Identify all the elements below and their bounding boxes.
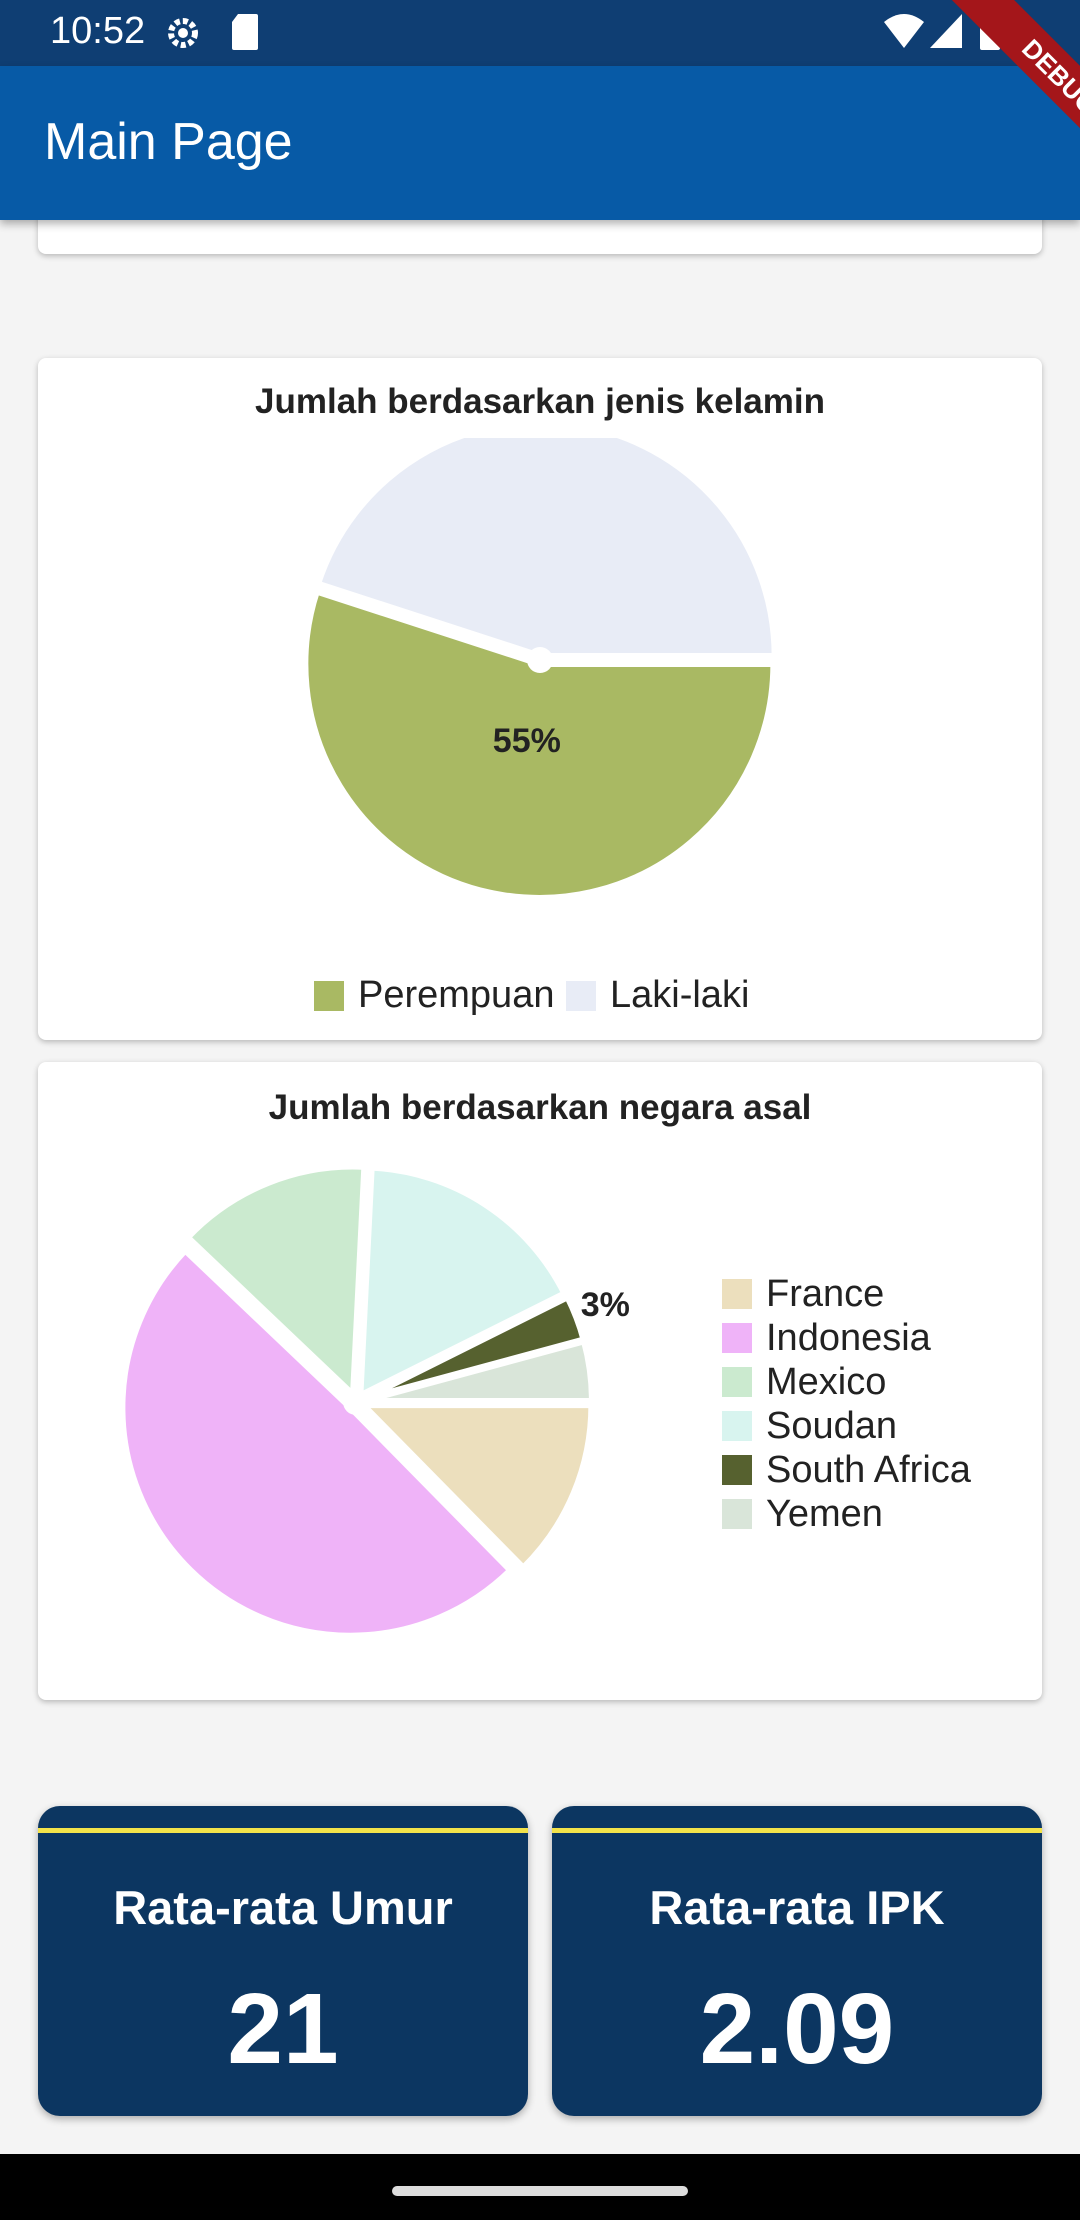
- average-age-value: 21: [227, 1973, 339, 2085]
- country-pie-chart: 3%: [119, 1163, 630, 1639]
- status-time: 10:52: [50, 10, 146, 52]
- status-bar: 10:52: [0, 0, 1080, 66]
- legend-label: Laki-laki: [610, 974, 750, 1016]
- legend-item-perempuan: Perempuan: [314, 974, 554, 1017]
- sd-card-icon: [232, 14, 258, 50]
- gender-chart-title: Jumlah berdasarkan jenis kelamin: [255, 382, 825, 421]
- pie-center-dot: [343, 1389, 369, 1415]
- legend-label: France: [766, 1272, 885, 1315]
- legend-item-south-africa: South Africa: [722, 1448, 1032, 1492]
- legend-item-indonesia: Indonesia: [722, 1316, 1032, 1360]
- legend-swatch: [566, 980, 596, 1011]
- legend-swatch: [314, 980, 344, 1011]
- legend-label: Mexico: [766, 1360, 887, 1403]
- pie-slice-laki-laki: [314, 438, 778, 660]
- wifi-icon: [884, 14, 924, 48]
- legend-swatch: [722, 1367, 752, 1397]
- legend-item-yemen: Yemen: [722, 1492, 1032, 1536]
- average-gpa-value: 2.09: [699, 1973, 895, 2085]
- pie-data-label: 3%: [581, 1286, 630, 1324]
- pie-slice-indonesia: [119, 1246, 515, 1639]
- average-age-label: Rata-rata Umur: [113, 1881, 453, 1934]
- legend-swatch: [722, 1279, 752, 1309]
- legend-item-laki-laki: Laki-laki: [566, 974, 749, 1017]
- pie-slice-yemen: [363, 1337, 595, 1404]
- accent-line: [38, 1828, 528, 1833]
- app-bar: Main Page: [0, 66, 1080, 220]
- pie-slice-france: [356, 1402, 595, 1572]
- legend-label: Indonesia: [766, 1316, 931, 1359]
- cellular-signal-icon: [930, 14, 962, 48]
- legend-label: Perempuan: [358, 974, 555, 1016]
- pie-slice-mexico: [183, 1163, 368, 1402]
- legend-item-france: France: [722, 1272, 1032, 1316]
- pie-data-label: 55%: [493, 722, 561, 760]
- legend-swatch: [722, 1411, 752, 1441]
- average-gpa-label: Rata-rata IPK: [649, 1881, 945, 1934]
- pie-center-dot: [527, 647, 553, 673]
- country-legend: France Indonesia Mexico Soudan South Africa Y…: [722, 1272, 1032, 1536]
- legend-label: South Africa: [766, 1448, 971, 1491]
- legend-swatch: [722, 1323, 752, 1353]
- debug-banner: DEBUG: [900, 0, 1080, 180]
- average-age-card: Rata-rata Umur 21: [38, 1806, 528, 2116]
- home-gesture-handle[interactable]: [392, 2186, 688, 2196]
- gender-chart-card: Jumlah berdasarkan jenis kelamin 55% Per…: [38, 358, 1042, 1040]
- average-gpa-card: Rata-rata IPK 2.09: [552, 1806, 1042, 2116]
- accent-line: [552, 1828, 1042, 1833]
- legend-swatch: [722, 1499, 752, 1529]
- pie-slice-perempuan: [302, 587, 777, 901]
- country-chart-title: Jumlah berdasarkan negara asal: [268, 1088, 812, 1127]
- legend-swatch: [722, 1455, 752, 1485]
- debug-label: DEBUG: [938, 0, 1080, 180]
- country-chart-card: Jumlah berdasarkan negara asal 3% France…: [38, 1062, 1042, 1700]
- legend-label: Yemen: [766, 1492, 883, 1535]
- pie-slice-soudan: [357, 1164, 569, 1401]
- navigation-bar: [0, 2154, 1080, 2220]
- legend-label: Soudan: [766, 1404, 898, 1447]
- legend-item-soudan: Soudan: [722, 1404, 1032, 1448]
- settings-gear-icon: [168, 18, 198, 48]
- gender-pie-chart: 55%: [302, 438, 778, 901]
- page-title: Main Page: [44, 113, 293, 171]
- legend-item-mexico: Mexico: [722, 1360, 1032, 1404]
